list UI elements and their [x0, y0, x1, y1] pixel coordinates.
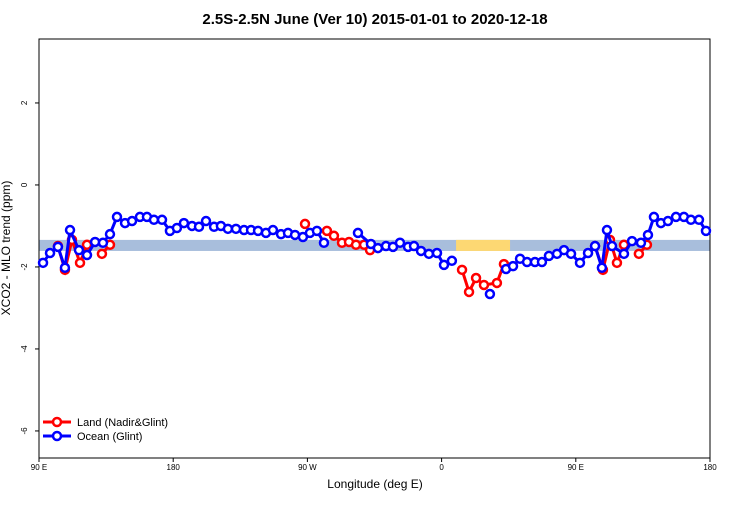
y-tick-label: -6 [20, 427, 29, 435]
point [662, 215, 674, 227]
legend-marker [51, 430, 63, 442]
point [685, 214, 697, 226]
point [148, 214, 160, 226]
point [267, 224, 279, 236]
point [601, 224, 613, 236]
point [64, 224, 76, 236]
point [565, 248, 577, 260]
point [642, 229, 654, 241]
point [74, 257, 86, 269]
point [52, 241, 64, 253]
y-tick-label: -2 [20, 263, 29, 271]
point [193, 221, 205, 233]
point [491, 277, 503, 289]
point [394, 237, 406, 249]
point [596, 262, 608, 274]
legend-marker [51, 416, 63, 428]
y-tick-label: -4 [20, 345, 29, 353]
point [606, 240, 618, 252]
point [408, 240, 420, 252]
point [372, 242, 384, 254]
x-tick-label: 90 W [298, 463, 317, 472]
point [44, 247, 56, 259]
point [81, 249, 93, 261]
point [97, 237, 109, 249]
point [59, 262, 71, 274]
point [574, 257, 586, 269]
x-tick-label: 0 [439, 463, 444, 472]
point [463, 286, 475, 298]
point [37, 257, 49, 269]
point [222, 223, 234, 235]
point [543, 250, 555, 262]
point [648, 211, 660, 223]
point [350, 239, 362, 251]
point [693, 214, 705, 226]
point [73, 244, 85, 256]
point [589, 240, 601, 252]
point [156, 214, 168, 226]
y-tick-label: 0 [20, 182, 29, 187]
point [700, 225, 712, 237]
point [299, 218, 311, 230]
point [111, 211, 123, 223]
point [635, 237, 647, 249]
plot-frame [38, 38, 711, 459]
point [470, 272, 482, 284]
point [438, 259, 450, 271]
band [456, 239, 511, 251]
point [611, 257, 623, 269]
x-tick-label: 90 E [31, 463, 47, 472]
point [200, 215, 212, 227]
legend-label: Land (Nadir&Glint) [77, 417, 168, 429]
point [318, 237, 330, 249]
y-tick-label: 2 [20, 100, 29, 105]
y-axis-label: XCO2 - MLO trend (ppm) [0, 181, 13, 316]
point [456, 264, 468, 276]
point [328, 230, 340, 242]
point [171, 222, 183, 234]
point [178, 217, 190, 229]
point [352, 227, 364, 239]
point [311, 225, 323, 237]
chart-title: 2.5S-2.5N June (Ver 10) 2015-01-01 to 20… [202, 11, 547, 28]
legend-label: Ocean (Glint) [77, 431, 142, 443]
x-tick-label: 180 [167, 463, 181, 472]
x-axis-label: Longitude (deg E) [327, 477, 422, 491]
point [81, 239, 93, 251]
point [484, 288, 496, 300]
point [582, 247, 594, 259]
point [507, 260, 519, 272]
point [321, 225, 333, 237]
point [446, 255, 458, 267]
point [126, 215, 138, 227]
point [104, 228, 116, 240]
point [230, 223, 242, 235]
point [633, 248, 645, 260]
point [626, 235, 638, 247]
point [478, 279, 490, 291]
point [96, 248, 108, 260]
point [431, 247, 443, 259]
point [423, 248, 435, 260]
x-tick-label: 180 [703, 463, 717, 472]
point [618, 248, 630, 260]
x-tick-label: 90 E [568, 463, 584, 472]
point [536, 256, 548, 268]
